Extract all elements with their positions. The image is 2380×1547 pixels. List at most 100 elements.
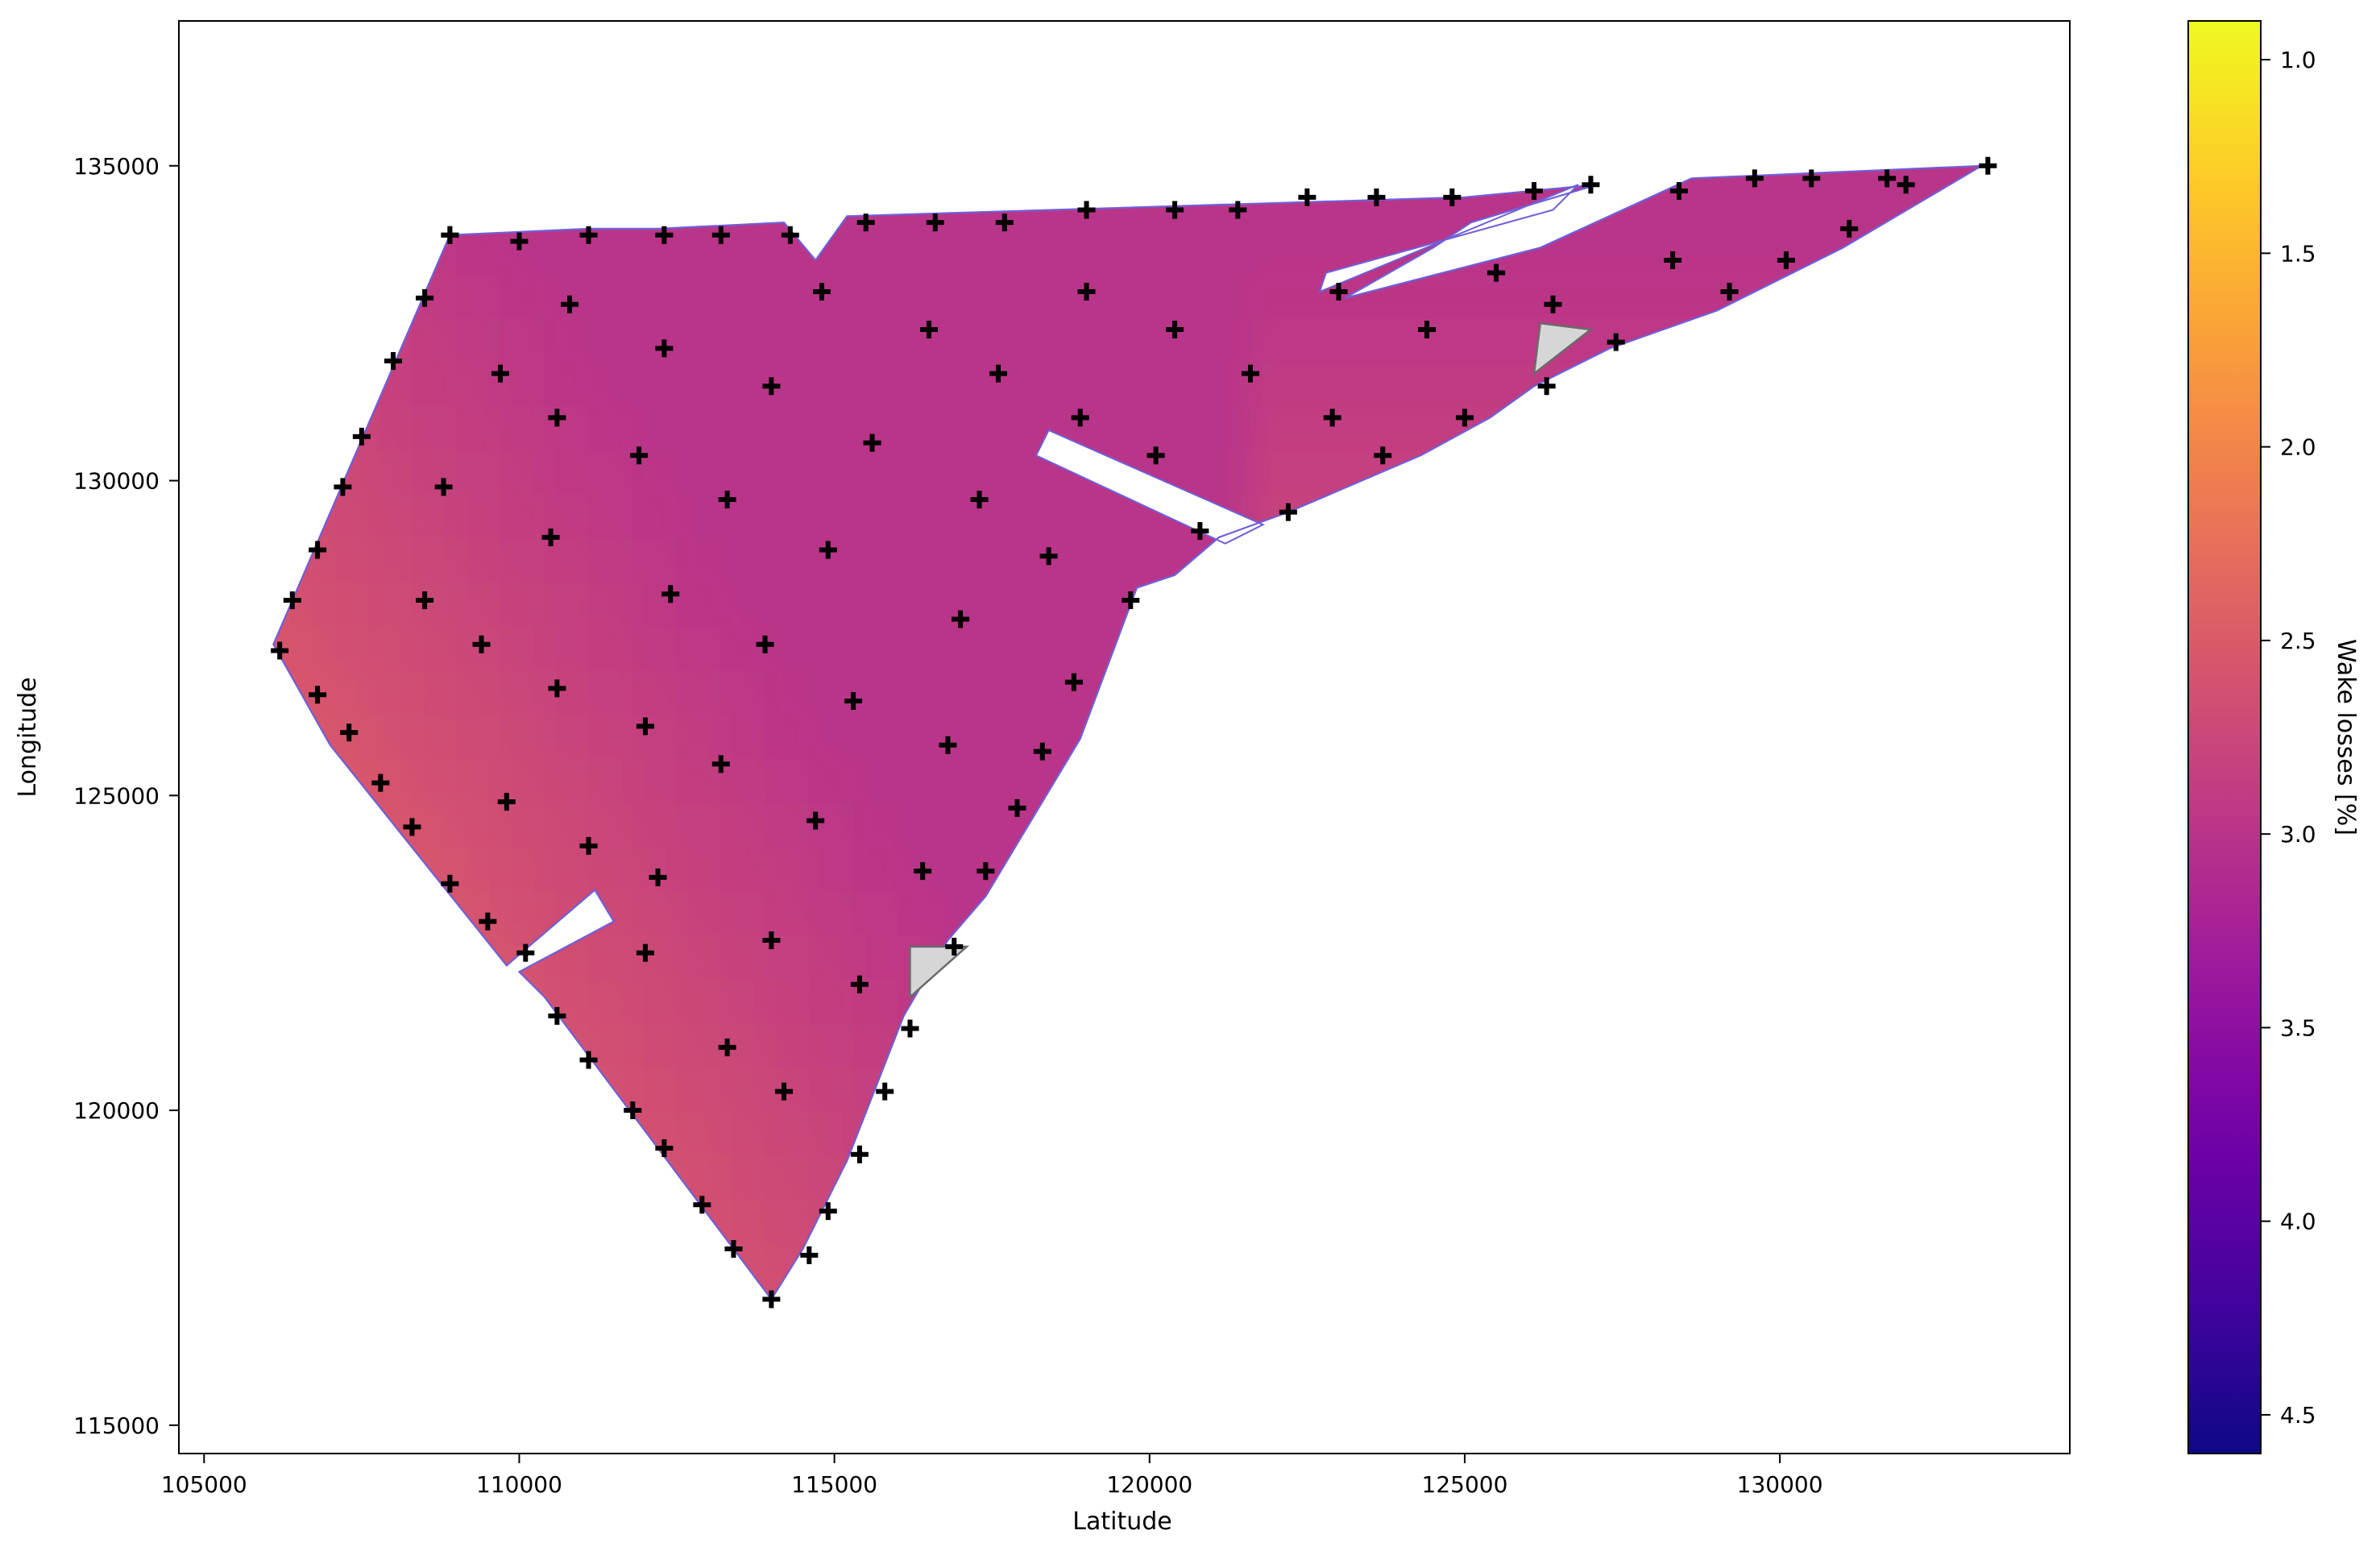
turbine-marker <box>655 226 674 244</box>
field-cell <box>677 1110 722 1155</box>
field-cell <box>1206 404 1251 450</box>
field-cell <box>1383 404 1428 450</box>
turbine-marker <box>579 226 598 244</box>
field-cell <box>544 317 590 363</box>
turbine-marker <box>340 724 359 742</box>
field-cell <box>1073 228 1119 274</box>
turbine-marker <box>636 944 654 962</box>
turbine-marker <box>800 1246 819 1264</box>
turbine-marker <box>850 975 869 993</box>
turbine-marker <box>1669 182 1688 201</box>
field-cell <box>412 802 458 847</box>
turbine-marker <box>1544 295 1562 313</box>
field-cell <box>1470 361 1516 406</box>
field-cell <box>897 317 943 363</box>
colorbar-label: Wake losses [%] <box>2332 639 2360 836</box>
turbine-marker <box>819 541 837 559</box>
y-axis: 115000 120000 125000 130000 135000 <box>73 153 179 1439</box>
turbine-marker <box>945 937 964 956</box>
field-cell <box>1427 272 1472 318</box>
field-cell <box>1559 272 1605 318</box>
field-cell <box>677 493 722 538</box>
field-cell <box>1250 228 1296 274</box>
field-cell <box>985 581 1031 627</box>
turbine-marker <box>334 478 352 496</box>
field-cell <box>765 1198 811 1244</box>
turbine-marker <box>919 320 938 338</box>
field-cell <box>1162 361 1208 406</box>
turbine-marker <box>1537 377 1556 396</box>
field-cell <box>544 272 590 318</box>
turbine-marker <box>1166 320 1184 338</box>
field-cell <box>588 493 634 538</box>
field-cell <box>720 1066 766 1112</box>
field-cell <box>677 669 722 715</box>
field-cell <box>544 669 590 715</box>
field-cell <box>720 625 766 670</box>
turbine-marker <box>352 427 371 446</box>
field-cell <box>412 404 458 450</box>
field-cell <box>765 449 811 495</box>
field-cell <box>677 1022 722 1068</box>
field-cell <box>1117 537 1163 583</box>
turbine-marker <box>914 862 932 881</box>
y-tick-label: 125000 <box>73 782 160 809</box>
field-cell <box>853 845 898 891</box>
turbine-marker <box>624 1101 642 1120</box>
turbine-marker <box>309 541 327 559</box>
field-cell <box>273 625 281 670</box>
turbine-marker <box>850 1145 869 1163</box>
colorbar-tick-label: 2.5 <box>2280 628 2316 654</box>
field-cell <box>1206 272 1251 318</box>
field-cell <box>853 272 898 318</box>
field-cell <box>985 713 1031 759</box>
field-cell <box>1691 228 1737 274</box>
turbine-marker <box>548 1006 566 1025</box>
turbine-marker <box>1582 176 1600 194</box>
turbine-marker <box>1374 446 1392 465</box>
field-cell <box>1603 272 1648 318</box>
field-cell <box>941 272 987 318</box>
field-cell <box>720 581 766 627</box>
field-cell <box>765 581 811 627</box>
turbine-marker <box>579 1051 598 1069</box>
turbine-marker <box>548 409 566 427</box>
field-cell <box>1294 228 1340 274</box>
field-cell <box>1383 361 1428 406</box>
field-gap <box>1036 430 1263 544</box>
field-cell <box>941 361 987 406</box>
turbine-marker <box>497 793 516 811</box>
field-cell <box>809 1022 855 1068</box>
field-cell <box>1206 361 1251 406</box>
turbine-marker <box>693 1196 711 1214</box>
field-cell <box>500 845 545 891</box>
field-cell <box>367 404 413 450</box>
turbine-marker <box>1279 503 1297 521</box>
turbine-marker <box>1487 263 1506 282</box>
field-cell <box>1294 361 1340 406</box>
field-cell <box>853 669 898 715</box>
field-cell <box>809 845 855 891</box>
field-cell <box>544 802 590 847</box>
field-cell <box>897 669 943 715</box>
field-cell <box>985 757 1031 803</box>
field-cell <box>323 581 369 627</box>
field-cell <box>853 449 898 495</box>
turbine-marker <box>309 686 327 704</box>
field-cell <box>280 625 325 670</box>
y-tick-label: 120000 <box>73 1097 160 1124</box>
field-cell <box>720 1110 766 1155</box>
turbine-marker <box>479 912 497 931</box>
y-tick-label: 115000 <box>73 1412 160 1439</box>
field-cell <box>765 1154 811 1200</box>
field-cell <box>1647 228 1693 274</box>
turbine-marker <box>711 226 730 244</box>
site-boundary <box>272 164 1983 1301</box>
field-cell <box>1073 493 1119 538</box>
turbine-marker <box>1720 283 1739 301</box>
field-cell <box>500 581 545 627</box>
turbine-marker <box>876 1082 894 1101</box>
x-tick-label: 120000 <box>1106 1471 1192 1498</box>
field-cell <box>1117 272 1163 318</box>
field-cell <box>941 802 987 847</box>
